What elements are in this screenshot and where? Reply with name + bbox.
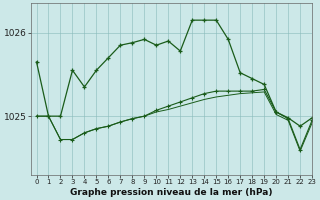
X-axis label: Graphe pression niveau de la mer (hPa): Graphe pression niveau de la mer (hPa) — [70, 188, 273, 197]
